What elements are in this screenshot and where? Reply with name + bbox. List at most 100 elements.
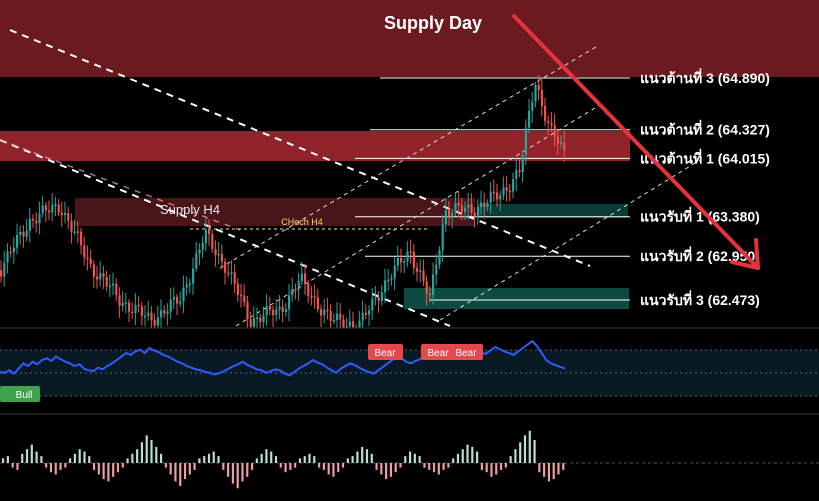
histogram-bar [6, 456, 9, 463]
histogram-bar [164, 463, 167, 468]
candle-body [352, 321, 355, 328]
histogram-bar [35, 451, 38, 463]
candle-body [492, 191, 495, 194]
candle-body [249, 319, 252, 327]
histogram-bar [528, 430, 531, 463]
candle-body [489, 191, 492, 203]
candle-body [32, 218, 35, 221]
candle-body [560, 142, 563, 144]
candle-body [179, 301, 182, 304]
candle-body [502, 187, 505, 196]
histogram-bar [160, 453, 163, 463]
histogram-bar [289, 463, 292, 470]
histogram-bar [562, 463, 565, 470]
candle-body [124, 302, 127, 305]
candle-body [147, 312, 150, 316]
candle-body [448, 209, 451, 217]
candle-body [336, 313, 339, 321]
trendline-white-upper [9, 29, 591, 267]
candle-body [396, 257, 399, 266]
candle-body [329, 310, 332, 321]
candle-body [252, 318, 255, 327]
candle-body [313, 296, 316, 298]
candle-body [460, 205, 463, 212]
histogram-bar [298, 458, 302, 463]
candle-body [281, 306, 284, 312]
histogram-bar [112, 463, 115, 477]
level-label-4: แนวรับที่ 1 (63.380) [640, 207, 760, 225]
supply-h4-label: Supply H4 [160, 202, 220, 217]
candle-body [380, 292, 383, 301]
candle-body [105, 276, 108, 287]
candle-body [192, 268, 195, 284]
histogram-bar [30, 444, 33, 463]
histogram-bar [193, 463, 196, 470]
channel-line-middle [235, 104, 601, 327]
candle-body [441, 224, 444, 251]
candle-body [284, 309, 287, 312]
candle-body [166, 311, 169, 314]
histogram-bar [447, 463, 450, 468]
candle-body [22, 231, 25, 237]
candle-body [208, 229, 211, 235]
histogram-bar [480, 463, 483, 470]
histogram-bar [380, 463, 383, 475]
candle-body [454, 203, 457, 213]
candle-body [25, 230, 28, 237]
candle-body [316, 297, 319, 310]
histogram-bar [83, 451, 86, 463]
candle-body [499, 195, 502, 200]
candle-body [291, 288, 294, 296]
candle-body [476, 206, 479, 217]
level-label-5: แนวรับที่ 2 (62.950) [640, 246, 760, 264]
bearish-arrow-head [730, 238, 760, 270]
histogram-bar [64, 463, 67, 468]
histogram-bar [370, 453, 373, 463]
histogram-bar [11, 463, 14, 468]
candle-body [115, 283, 118, 296]
candle-body [358, 320, 361, 328]
candle-body [272, 309, 275, 316]
candle-body [44, 205, 47, 211]
candle-body [60, 212, 63, 216]
histogram-bar [217, 456, 220, 463]
histogram-bar [116, 463, 120, 473]
histogram-bar [169, 463, 172, 475]
histogram-bar [236, 463, 239, 489]
histogram-bar [231, 463, 234, 484]
candle-body [537, 84, 540, 91]
candle-body [412, 251, 415, 268]
candle-body [547, 120, 550, 123]
candle-body [508, 190, 511, 193]
candle-body [137, 304, 140, 307]
candle-body [361, 312, 364, 321]
candle-body [307, 283, 310, 296]
histogram-bar [327, 463, 330, 475]
candle-body [432, 274, 435, 296]
histogram-bar [150, 440, 153, 463]
candle-body [332, 320, 335, 322]
supply-day-label: Supply Day [384, 13, 482, 33]
histogram-bar [456, 453, 460, 463]
candle-body [444, 209, 447, 225]
histogram-bar [174, 463, 177, 482]
supply-day-zone [0, 0, 819, 77]
histogram-bar [543, 463, 546, 477]
candle-body [112, 283, 115, 286]
histogram-bar [523, 435, 527, 463]
candle-body [38, 213, 41, 224]
candle-body [371, 298, 374, 311]
candle-body [172, 296, 175, 300]
candle-body [156, 317, 159, 326]
histogram-bar [557, 463, 560, 475]
histogram-bar [179, 463, 182, 486]
candle-body [438, 250, 441, 265]
badge-bear-1-label: Bear [374, 348, 396, 359]
candle-body [144, 315, 147, 318]
badge-bear-1: Bear [368, 344, 403, 360]
candle-body [531, 101, 534, 111]
histogram-bar [423, 463, 426, 468]
candle-body [121, 303, 124, 306]
candle-body [118, 295, 121, 306]
